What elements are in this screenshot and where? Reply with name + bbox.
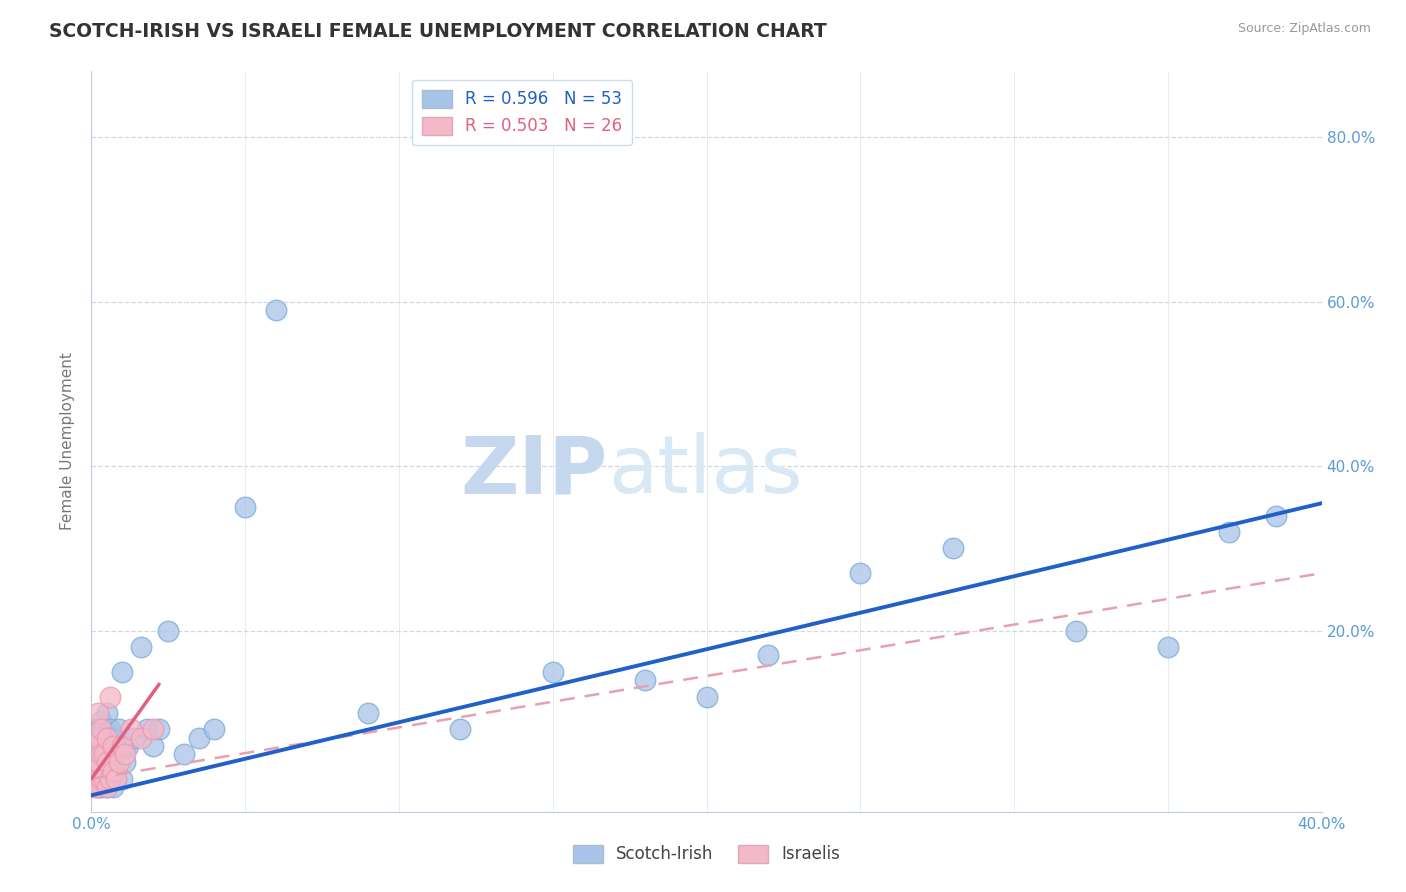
Point [93,747,115,761]
Point [86,780,108,794]
Point [157,624,180,638]
Point [93,772,115,786]
Point [96,756,118,770]
Point [83,723,105,737]
Point [101,764,124,778]
Point [142,723,165,737]
Point [114,756,136,770]
Point [111,739,134,753]
Text: atlas: atlas [607,432,803,510]
Point [942,541,965,556]
Point [83,764,105,778]
Point [1064,624,1087,638]
Point [101,756,124,770]
Point [98,690,121,704]
Point [114,747,136,761]
Point [120,723,142,737]
Point [357,706,380,720]
Point [117,739,139,753]
Point [96,780,118,794]
Point [93,772,115,786]
Point [105,747,127,761]
Point [129,731,152,745]
Point [135,723,157,737]
Point [148,723,170,737]
Text: ZIP: ZIP [461,432,607,510]
Legend: Scotch-Irish, Israelis: Scotch-Irish, Israelis [565,838,848,870]
Point [96,731,118,745]
Point [86,780,108,794]
Point [90,723,112,737]
Point [202,723,225,737]
Point [86,731,108,745]
Point [98,772,121,786]
Point [449,723,471,737]
Point [101,731,124,745]
Point [105,772,127,786]
Point [90,772,112,786]
Y-axis label: Female Unemployment: Female Unemployment [60,352,76,531]
Point [96,764,118,778]
Point [90,714,112,729]
Point [101,780,124,794]
Point [541,665,564,679]
Point [1264,508,1286,523]
Point [1218,524,1240,539]
Point [90,764,112,778]
Point [83,780,105,794]
Point [83,747,105,761]
Point [96,780,118,794]
Point [98,723,121,737]
Point [101,739,124,753]
Point [124,731,146,745]
Point [98,772,121,786]
Point [90,747,112,761]
Point [86,706,108,720]
Point [86,756,108,770]
Point [108,756,131,770]
Point [93,747,115,761]
Point [86,756,108,770]
Point [108,723,131,737]
Point [696,690,718,704]
Point [93,723,115,737]
Point [756,648,779,663]
Point [90,780,112,794]
Text: Source: ZipAtlas.com: Source: ZipAtlas.com [1237,22,1371,36]
Text: SCOTCH-IRISH VS ISRAELI FEMALE UNEMPLOYMENT CORRELATION CHART: SCOTCH-IRISH VS ISRAELI FEMALE UNEMPLOYM… [49,22,827,41]
Point [111,665,134,679]
Point [83,739,105,753]
Point [634,673,657,687]
Point [142,739,165,753]
Point [849,566,872,581]
Point [96,706,118,720]
Point [129,640,152,655]
Point [173,747,195,761]
Point [86,731,108,745]
Point [111,772,134,786]
Point [90,739,112,753]
Point [188,731,211,745]
Point [105,772,127,786]
Point [264,302,287,317]
Point [98,747,121,761]
Point [1157,640,1180,655]
Point [83,772,105,786]
Point [233,500,256,515]
Point [96,739,118,753]
